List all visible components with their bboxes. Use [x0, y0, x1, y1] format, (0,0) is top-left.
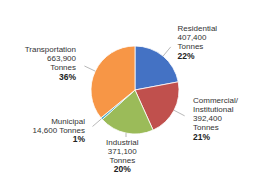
chart-container: Residential407,400Tonnes22%Commercial/In… [0, 0, 271, 186]
category-label: Institutional [193, 105, 234, 114]
share-label: 36% [59, 72, 76, 82]
value-label: 371,100 [108, 147, 137, 156]
leader-line [174, 110, 185, 116]
category-label: Industrial [106, 138, 139, 147]
category-label: Transportation [25, 45, 76, 54]
share-label: 20% [114, 164, 131, 174]
category-label: Municipal [51, 117, 85, 126]
share-label: 1% [73, 134, 86, 144]
value-label: 407,400 [178, 33, 207, 42]
pie [91, 46, 179, 134]
category-label: Commercial/ [193, 96, 239, 105]
leader-line [126, 133, 127, 137]
pie-slice [91, 46, 135, 118]
value-label: 392,400 [193, 114, 222, 123]
share-label: 21% [193, 132, 210, 142]
category-label: Residential [178, 24, 218, 33]
labels: Residential407,400Tonnes22%Commercial/In… [25, 24, 239, 174]
value-label: 663,900 [47, 54, 76, 63]
leader-line [84, 66, 95, 71]
chart: Residential407,400Tonnes22%Commercial/In… [0, 0, 271, 186]
leader-line [93, 119, 102, 127]
leader-lines [84, 47, 184, 137]
share-label: 22% [178, 51, 195, 61]
leader-line [163, 47, 171, 56]
